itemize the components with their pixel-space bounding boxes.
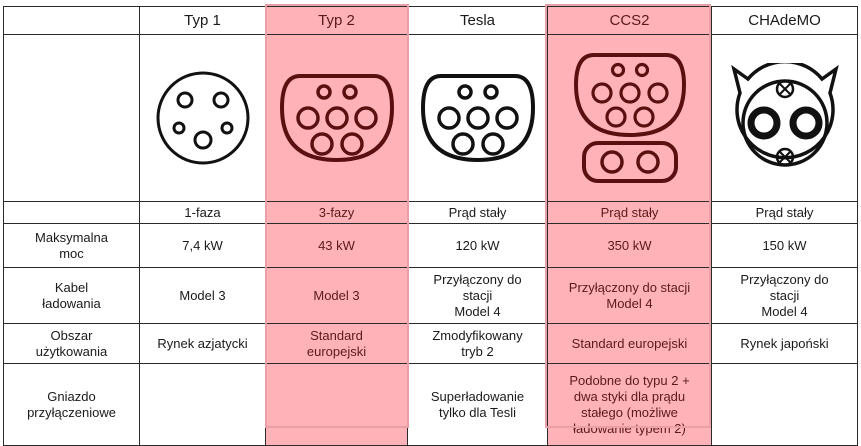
ccs2-connector-cell [547,34,712,202]
chademo-connector-cell [711,34,858,202]
cell-power-chademo: 150 kW [711,223,858,268]
tesla-connector-icon [420,74,535,163]
chademo-connector-icon [730,63,839,167]
cell-cable-typ2: Model 3 [265,267,408,324]
table-row-phase: 1-faza 3-fazy Prąd stały Prąd stały Prąd… [3,201,858,224]
cell-phase-typ2: 3-fazy [265,201,408,224]
ccs2-connector-icon [573,53,686,183]
cell-cable-tesla: Przyłączony do stacji Model 4 [407,267,548,324]
cell-phase-typ1: 1-faza [139,201,266,224]
table-row-cable: Kabel ładowania Model 3 Model 3 Przyłącz… [3,267,858,324]
cell-power-ccs2: 350 kW [547,223,712,268]
cell-phase-tesla: Prąd stały [407,201,548,224]
connector-image-row [3,34,858,202]
table-row-socket: Gniazdo przyłączeniowe Superładowanie ty… [3,363,858,446]
header-cell-ccs2: CCS2 [547,6,712,35]
cell-socket-ccs2: Podobne do typu 2 + dwa styki dla prądu … [547,363,712,446]
cell-usage-typ2: Standard europejski [265,323,408,364]
header-cell-typ1: Typ 1 [139,6,266,35]
tesla-connector-cell [407,34,548,202]
row-label-cable: Kabel ładowania [3,267,140,324]
cell-phase-chademo: Prąd stały [711,201,858,224]
connector-comparison-table: Typ 1 Typ 2 Tesla CCS2 CHAdeMO [3,6,858,446]
table-row-usage-area: Obszar użytkowania Rynek azjatycki Stand… [3,323,858,364]
cell-usage-chademo: Rynek japoński [711,323,858,364]
cell-socket-typ2 [265,363,408,446]
cell-socket-typ1 [139,363,266,446]
table-row-max-power: Maksymalna moc 7,4 kW 43 kW 120 kW 350 k… [3,223,858,268]
cell-usage-typ1: Rynek azjatycki [139,323,266,364]
header-cell-empty [3,6,140,35]
type1-connector-icon [156,71,249,165]
type2-connector-cell [265,34,408,202]
header-cell-tesla: Tesla [407,6,548,35]
cell-power-typ2: 43 kW [265,223,408,268]
type2-connector-icon [279,74,394,163]
cell-power-typ1: 7,4 kW [139,223,266,268]
header-row: Typ 1 Typ 2 Tesla CCS2 CHAdeMO [3,6,858,35]
cell-phase-ccs2: Prąd stały [547,201,712,224]
image-row-label [3,34,140,202]
header-cell-chademo: CHAdeMO [711,6,858,35]
cell-socket-chademo [711,363,858,446]
cell-usage-ccs2: Standard europejski [547,323,712,364]
cell-socket-tesla: Superładowanie tylko dla Tesli [407,363,548,446]
cell-usage-tesla: Zmodyfikowany tryb 2 [407,323,548,364]
row-label-max-power: Maksymalna moc [3,223,140,268]
cell-cable-ccs2: Przyłączony do stacji Model 4 [547,267,712,324]
comparison-table-wrapper: Typ 1 Typ 2 Tesla CCS2 CHAdeMO [3,4,858,446]
row-label-phase [3,201,140,224]
row-label-socket: Gniazdo przyłączeniowe [3,363,140,446]
header-cell-typ2: Typ 2 [265,6,408,35]
type1-connector-cell [139,34,266,202]
row-label-usage-area: Obszar użytkowania [3,323,140,364]
cell-cable-typ1: Model 3 [139,267,266,324]
cell-power-tesla: 120 kW [407,223,548,268]
cell-cable-chademo: Przyłączony do stacji Model 4 [711,267,858,324]
